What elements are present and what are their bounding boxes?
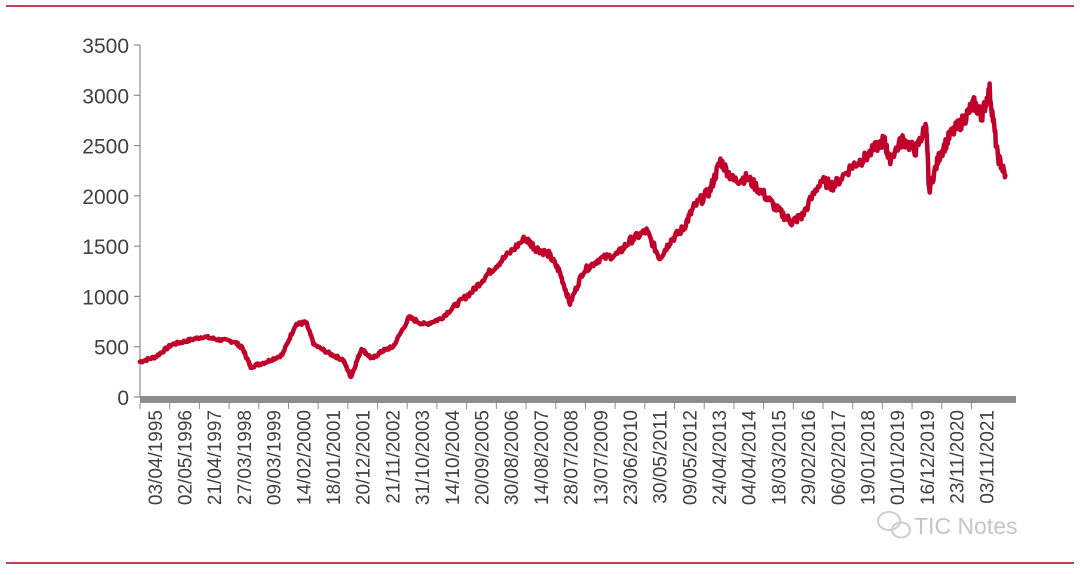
x-tick-label: 06/02/2017 [829,410,850,505]
y-tick-label: 1500 [82,236,129,259]
x-tick-label: 13/07/2009 [591,410,612,505]
x-tick-label: 23/11/2020 [948,410,969,504]
y-tick-label: 3500 [82,35,129,58]
x-tick-label: 31/10/2003 [413,410,434,505]
y-tick-label: 1000 [82,286,129,309]
x-tick-label: 14/02/2000 [294,410,315,505]
y-tick-label: 0 [117,387,129,410]
x-tick-label: 30/08/2006 [502,410,523,505]
x-tick-label: 24/04/2013 [710,410,731,505]
x-tick-label: 03/04/1995 [146,410,167,505]
x-tick-label: 20/09/2005 [472,410,493,505]
x-tick-label: 14/08/2007 [532,410,553,505]
x-tick-label: 03/11/2021 [977,410,998,504]
x-tick-label: 09/05/2012 [680,410,701,505]
x-tick-label: 02/05/1996 [176,410,197,505]
x-tick-label: 29/02/2016 [799,410,820,505]
x-tick-label: 30/05/2011 [651,410,672,504]
x-tick-label: 14/10/2004 [443,410,464,506]
x-tick-label: 28/07/2008 [562,410,583,505]
x-tick-label: 20/12/2001 [354,410,375,505]
x-axis-line [140,396,1016,403]
x-tick-label: 01/01/2019 [888,410,909,505]
x-tick-label: 18/01/2001 [324,410,345,505]
y-tick-label: 2500 [82,136,129,159]
x-axis: 03/04/1995 02/05/1996 21/04/1997 27/03/1998… [139,396,1016,506]
watermark-text: TIC Notes [914,513,1018,539]
y-tick-label: 3000 [82,85,129,108]
y-tick-label: 2000 [82,186,129,209]
x-tick-label: 23/06/2010 [621,410,642,505]
series-layer [137,81,1008,380]
watermark: TIC Notes [877,511,1018,539]
x-tick-label: 04/04/2014 [740,410,761,506]
x-tick-label: 21/04/1997 [205,410,226,505]
wechat-icon [877,511,911,539]
x-tick-label: 21/11/2002 [383,410,404,504]
x-tick-label: 19/01/2018 [859,410,880,505]
series-line [137,81,1008,380]
y-tick-label: 500 [94,337,129,360]
x-tick-label: 18/03/2015 [769,410,790,505]
x-tick-label: 16/12/2019 [918,410,939,505]
x-tick-label: 27/03/1998 [235,410,256,505]
x-tick-label: 09/03/1999 [265,410,286,505]
y-axis: 0 500 1000 1500 2000 2500 3000 3500 [82,35,141,410]
